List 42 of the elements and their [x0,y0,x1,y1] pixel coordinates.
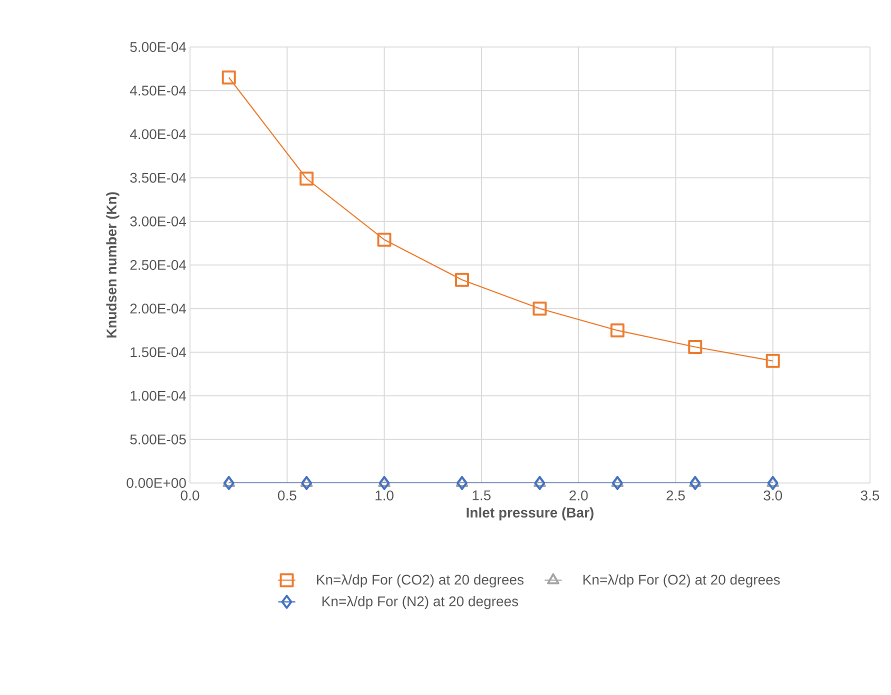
legend-label: Kn=λ/dp For (N2) at 20 degrees [322,596,518,610]
point [456,476,468,490]
x-tick-label: 3.0 [764,490,782,500]
point [223,476,234,490]
y-tick-label: 4.00E-04 [130,129,186,140]
point [688,340,702,354]
y-tick-label: 5.00E-05 [130,434,186,444]
y-tick-label: 0.00E+00 [126,478,186,488]
point [534,476,546,487]
legend-label: Kn=λ/dp For (O2) at 20 degrees [583,574,780,588]
point [690,476,701,490]
y-tick-label: 3.50E-04 [130,172,186,183]
point [612,476,623,490]
point [300,172,314,186]
x-axis-title: Inlet pressure (Bar) [466,507,594,520]
point [377,232,392,247]
point [766,354,780,368]
point [610,323,624,338]
x-tick-label: 1.5 [472,490,491,500]
point [767,476,778,490]
y-axis-title: Knudsen number (Kn) [106,192,120,338]
point [378,476,390,490]
y-tick-label: 2.00E-04 [130,304,186,314]
x-tick-label: 3.5 [860,490,880,500]
y-tick-label: 1.00E-04 [130,390,186,401]
x-tick-label: 1.0 [376,490,394,500]
y-tick-label: 3.00E-04 [130,216,186,226]
y-tick-label: 1.50E-04 [130,347,186,358]
y-tick-label: 5.00E-04 [130,42,186,52]
point [534,476,546,490]
x-tick-label: 0.0 [180,490,200,500]
point [378,476,390,487]
point [455,272,470,287]
legend-label: Kn=λ/dp For (CO2) at 20 degrees [317,574,524,588]
x-tick-label: 2.5 [666,490,685,500]
x-tick-label: 0.5 [278,490,296,500]
x-tick-label: 2.0 [570,490,588,500]
point [532,302,547,316]
y-tick-label: 4.50E-04 [130,86,186,96]
point [301,476,312,490]
point [222,70,236,85]
y-tick-label: 2.50E-04 [130,260,186,270]
